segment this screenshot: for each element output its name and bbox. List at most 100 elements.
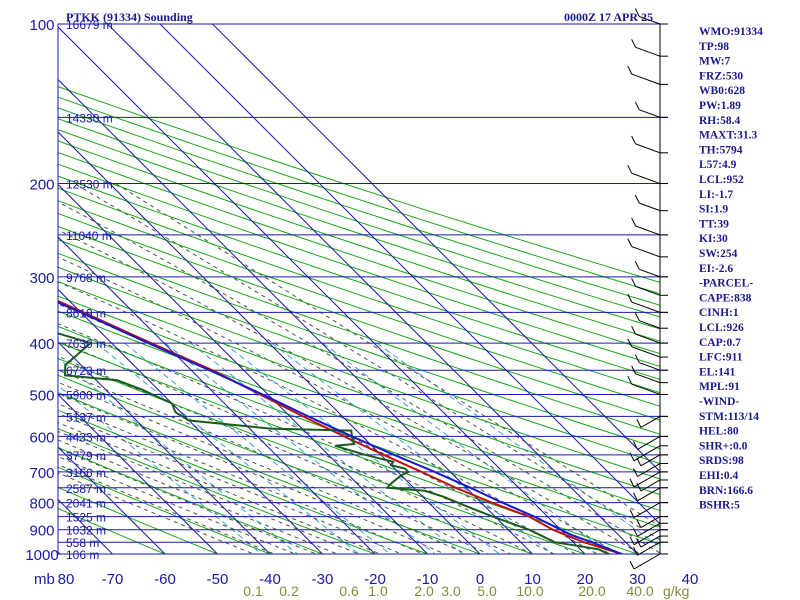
- temperature-label: -20: [364, 571, 386, 588]
- wind-barb: [631, 39, 668, 57]
- pressure-label: 400: [29, 336, 54, 353]
- index-item: SRDS:98: [699, 455, 744, 467]
- wind-barb: [631, 278, 668, 296]
- temperature-line: [58, 300, 623, 554]
- mixing-ratio-label: 5.0: [477, 583, 497, 599]
- wind-barb: [629, 553, 668, 570]
- height-label: 5137 m: [66, 410, 106, 424]
- moist-adiabat: [58, 439, 339, 554]
- temperature-labels: 80 -70 -60 -50 -40 -30 -20 -10 0 10 20 30 40: [58, 571, 699, 588]
- isotherm: [58, 26, 586, 554]
- index-item: EHI:0.4: [699, 470, 739, 482]
- index-item: TP:98: [699, 41, 729, 53]
- wind-barb: [636, 479, 668, 492]
- index-item: FRZ:530: [699, 70, 743, 82]
- moist-adiabat: [58, 281, 599, 554]
- dry-adiabat: [58, 118, 660, 318]
- dry-adiabat: [58, 129, 660, 330]
- temperature-label: -30: [312, 571, 334, 588]
- mixing-ratio-label: 0.2: [279, 583, 299, 599]
- temperature-label: -50: [207, 571, 229, 588]
- wind-barb: [634, 261, 668, 278]
- isotherm: [211, 24, 660, 473]
- dry-adiabat: [58, 280, 660, 496]
- dewpoint-line: [58, 332, 610, 554]
- dry-adiabat: [58, 428, 377, 554]
- pressure-label: 1000: [25, 547, 58, 564]
- dry-adiabat: [58, 239, 660, 450]
- wind-barb: [627, 293, 668, 313]
- wind-barb: [634, 354, 668, 371]
- index-item: CINH:1: [699, 307, 739, 319]
- height-label: 1525 m: [66, 511, 106, 525]
- dry-adiabat: [58, 266, 660, 480]
- isotherm: [58, 236, 376, 554]
- dry-adiabat: [58, 86, 660, 283]
- isotherm: [58, 288, 324, 554]
- pressure-label: 500: [29, 387, 54, 404]
- moist-adiabat: [58, 464, 276, 554]
- index-item: EI:-2.6: [699, 263, 733, 275]
- wind-barb: [634, 194, 668, 212]
- wind-barb: [631, 135, 668, 154]
- temperature-label: 80: [58, 571, 75, 588]
- dry-adiabat: [58, 507, 167, 554]
- index-item: KI:30: [699, 233, 728, 245]
- mixing-ratio-label: 0.1: [243, 583, 263, 599]
- isotherm: [58, 393, 219, 554]
- temperature-label: -60: [154, 571, 176, 588]
- dry-adiabat: [58, 187, 660, 394]
- height-label: 2587 m: [66, 482, 106, 496]
- moist-adiabat: [58, 422, 382, 554]
- wind-barb: [633, 435, 668, 450]
- pressure-label: 600: [29, 429, 54, 446]
- station-title: PTKK (91334) Sounding: [66, 10, 193, 24]
- wind-barb: [631, 365, 668, 384]
- index-item: WB0:628: [699, 85, 745, 97]
- index-item: WMO:91334: [699, 26, 763, 38]
- mixing-ratio-line: [322, 342, 611, 554]
- wind-barb: [634, 8, 668, 25]
- index-item: HEL:80: [699, 426, 739, 438]
- dry-adiabat: [58, 446, 324, 554]
- pressure-labels: 100 200 300 400 500 600 700 800 900 1000: [25, 17, 58, 564]
- mixing-ratio-unit: g/kg: [663, 583, 689, 599]
- mixing-ratio-line: [164, 342, 436, 554]
- isotherm: [58, 131, 481, 554]
- height-label: 558 m: [66, 536, 99, 550]
- index-item: STM:113/14: [699, 411, 759, 423]
- wind-barb: [629, 471, 668, 488]
- mixing-ratio-label: 1.0: [368, 583, 388, 599]
- index-item: RH:58.4: [699, 115, 740, 127]
- wind-barb: [627, 338, 668, 358]
- dry-adiabat: [58, 151, 660, 355]
- mixing-ratio-label: 10.0: [516, 583, 543, 599]
- height-label: 16679 m: [66, 18, 113, 32]
- wind-barb: [636, 516, 668, 529]
- index-item: SI:1.9: [699, 204, 728, 216]
- corner-unit-label: mb: [34, 571, 55, 588]
- index-item: BSHR:5: [699, 500, 740, 512]
- wind-barb: [631, 217, 668, 236]
- moist-adiabat: [58, 392, 446, 554]
- temperature-label: 10: [524, 571, 541, 588]
- height-labels: 16679 m 14330 m 12530 m 11040 m 9768 m 8619 m…: [66, 18, 113, 562]
- index-item: CAPE:838: [699, 292, 752, 304]
- height-label: 3779 m: [66, 449, 106, 463]
- index-item: MPL:91: [699, 381, 740, 393]
- pressure-label: 300: [29, 270, 54, 287]
- mixing-ratio-label: 40.0: [626, 583, 653, 599]
- index-item: CAP:0.7: [699, 337, 741, 349]
- height-label: 4433 m: [66, 430, 106, 444]
- moist-adiabat: [58, 455, 297, 554]
- height-label: 2041 m: [66, 497, 106, 511]
- index-item: MAXT:31.3: [699, 130, 757, 142]
- wind-barb: [634, 312, 668, 329]
- isotherm: [58, 341, 271, 554]
- moist-adiabat: [58, 340, 534, 554]
- dry-adiabat: [58, 107, 660, 306]
- wind-barb: [629, 445, 668, 462]
- temperature-label: 20: [577, 571, 594, 588]
- wind-barb: [636, 415, 668, 428]
